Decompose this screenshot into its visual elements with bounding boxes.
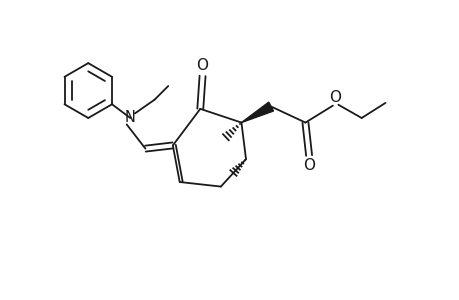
- Text: O: O: [196, 58, 208, 74]
- Text: O: O: [328, 90, 340, 105]
- Text: O: O: [302, 158, 314, 173]
- Polygon shape: [241, 102, 273, 123]
- Text: N: N: [124, 110, 135, 125]
